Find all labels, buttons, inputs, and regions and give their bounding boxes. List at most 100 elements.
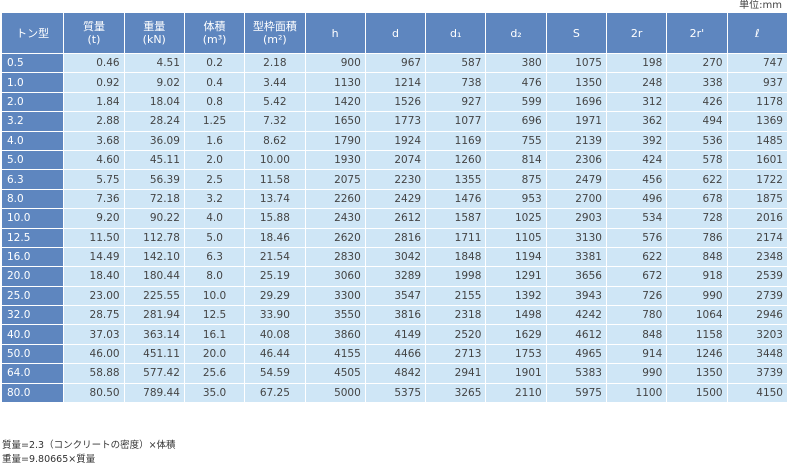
value-cell-d2: 380 <box>486 54 546 73</box>
value-cell-d1: 1711 <box>426 228 486 247</box>
value-cell-h: 1930 <box>305 150 365 170</box>
value-cell-s: 4242 <box>546 306 606 325</box>
value-cell-s: 4612 <box>546 325 606 344</box>
table-row: 2.0 1.84 18.04 0.8 5.42 1420 1526 927 599 1696 312… <box>2 92 787 112</box>
value-cell-2r-prime: 578 <box>667 150 727 170</box>
value-cell-formwork-area: 10.00 <box>245 150 305 170</box>
value-cell-2r-prime: 1158 <box>667 325 727 344</box>
value-cell-d: 4466 <box>365 344 426 364</box>
value-cell-d: 3289 <box>365 267 426 286</box>
value-cell-h: 3550 <box>305 306 365 325</box>
value-cell-d1: 1587 <box>426 209 486 228</box>
value-cell-mass: 9.20 <box>64 209 124 228</box>
value-cell-d: 4842 <box>365 364 426 383</box>
value-cell-volume: 10.0 <box>184 286 245 306</box>
value-cell-formwork-area: 18.46 <box>245 228 305 247</box>
header-label: d <box>391 26 399 40</box>
spec-table: トン型 質量 (t) 重量 (kN) 体積 (m³) 型枠面積 (m²) h d d₁ d₂ S 2r 2r'… <box>1 12 788 403</box>
header-d2: d₂ <box>486 13 546 53</box>
value-cell-d2: 814 <box>486 150 546 170</box>
value-cell-h: 2260 <box>305 189 365 209</box>
value-cell-d1: 2520 <box>426 325 486 344</box>
value-cell-2r: 424 <box>606 150 667 170</box>
value-cell-formwork-area: 5.42 <box>245 92 305 112</box>
note-weight-formula: 重量=9.80665×質量 <box>2 454 96 465</box>
value-cell-weight: 577.42 <box>124 364 184 383</box>
value-cell-l: 1601 <box>727 150 787 170</box>
header-mass: 質量 (t) <box>64 13 124 53</box>
value-cell-weight: 36.09 <box>124 131 184 150</box>
unit-label: 単位:mm <box>739 0 782 11</box>
value-cell-mass: 3.68 <box>64 131 124 150</box>
table-body: 0.5 0.46 4.51 0.2 2.18 900 967 587 380 1075 198 270… <box>2 54 787 403</box>
value-cell-weight: 28.24 <box>124 112 184 131</box>
value-cell-formwork-area: 13.74 <box>245 189 305 209</box>
value-cell-d2: 1291 <box>486 267 546 286</box>
header-weight: 重量 (kN) <box>124 13 184 53</box>
value-cell-volume: 2.0 <box>184 150 245 170</box>
value-cell-weight: 4.51 <box>124 54 184 73</box>
value-cell-2r-prime: 848 <box>667 247 727 267</box>
value-cell-d2: 1105 <box>486 228 546 247</box>
header-label: d₁ <box>450 26 462 40</box>
table-row: 3.2 2.88 28.24 1.25 7.32 1650 1773 1077 696 1971 3… <box>2 112 787 131</box>
value-cell-d: 3547 <box>365 286 426 306</box>
value-cell-2r: 848 <box>606 325 667 344</box>
value-cell-mass: 23.00 <box>64 286 124 306</box>
value-cell-2r-prime: 918 <box>667 267 727 286</box>
table-row: 10.0 9.20 90.22 4.0 15.88 2430 2612 1587 1025 290… <box>2 209 787 228</box>
value-cell-2r-prime: 338 <box>667 73 727 92</box>
table-row: 50.0 46.00 451.11 20.0 46.44 4155 4466 2713 1753… <box>2 344 787 364</box>
value-cell-l: 2739 <box>727 286 787 306</box>
value-cell-volume: 5.0 <box>184 228 245 247</box>
notes: 質量=2.3（コンクリートの密度）×体積 重量=9.80665×質量 <box>2 439 176 467</box>
value-cell-s: 1696 <box>546 92 606 112</box>
value-cell-h: 2830 <box>305 247 365 267</box>
header-2r: 2r <box>606 13 667 53</box>
value-cell-d: 1773 <box>365 112 426 131</box>
value-cell-2r-prime: 786 <box>667 228 727 247</box>
value-cell-weight: 225.55 <box>124 286 184 306</box>
value-cell-2r-prime: 270 <box>667 54 727 73</box>
value-cell-d2: 1498 <box>486 306 546 325</box>
value-cell-s: 2479 <box>546 170 606 189</box>
value-cell-l: 2946 <box>727 306 787 325</box>
ton-type-cell: 64.0 <box>2 364 64 383</box>
value-cell-volume: 35.0 <box>184 383 245 403</box>
value-cell-d2: 599 <box>486 92 546 112</box>
value-cell-volume: 4.0 <box>184 209 245 228</box>
value-cell-volume: 12.5 <box>184 306 245 325</box>
value-cell-2r: 534 <box>606 209 667 228</box>
value-cell-2r: 780 <box>606 306 667 325</box>
value-cell-d1: 1848 <box>426 247 486 267</box>
value-cell-s: 5383 <box>546 364 606 383</box>
ton-type-cell: 4.0 <box>2 131 64 150</box>
value-cell-d2: 1194 <box>486 247 546 267</box>
header-label: トン型 <box>16 26 50 40</box>
value-cell-d2: 696 <box>486 112 546 131</box>
value-cell-d: 2816 <box>365 228 426 247</box>
value-cell-volume: 25.6 <box>184 364 245 383</box>
value-cell-2r-prime: 1350 <box>667 364 727 383</box>
table-row: 25.0 23.00 225.55 10.0 29.29 3300 3547 2155 1392… <box>2 286 787 306</box>
value-cell-2r: 990 <box>606 364 667 383</box>
value-cell-volume: 0.8 <box>184 92 245 112</box>
value-cell-2r-prime: 1064 <box>667 306 727 325</box>
header-volume: 体積 (m³) <box>184 13 245 53</box>
ton-type-cell: 6.3 <box>2 170 64 189</box>
header-s: S <box>546 13 606 53</box>
value-cell-volume: 8.0 <box>184 267 245 286</box>
header-unit: (t) <box>87 33 101 46</box>
value-cell-mass: 7.36 <box>64 189 124 209</box>
value-cell-2r-prime: 622 <box>667 170 727 189</box>
value-cell-weight: 45.11 <box>124 150 184 170</box>
ton-type-cell: 8.0 <box>2 189 64 209</box>
header-label: 質量 <box>82 20 105 33</box>
value-cell-s: 1971 <box>546 112 606 131</box>
value-cell-volume: 20.0 <box>184 344 245 364</box>
value-cell-formwork-area: 46.44 <box>245 344 305 364</box>
value-cell-2r-prime: 494 <box>667 112 727 131</box>
value-cell-h: 1790 <box>305 131 365 150</box>
ton-type-cell: 1.0 <box>2 73 64 92</box>
value-cell-weight: 281.94 <box>124 306 184 325</box>
